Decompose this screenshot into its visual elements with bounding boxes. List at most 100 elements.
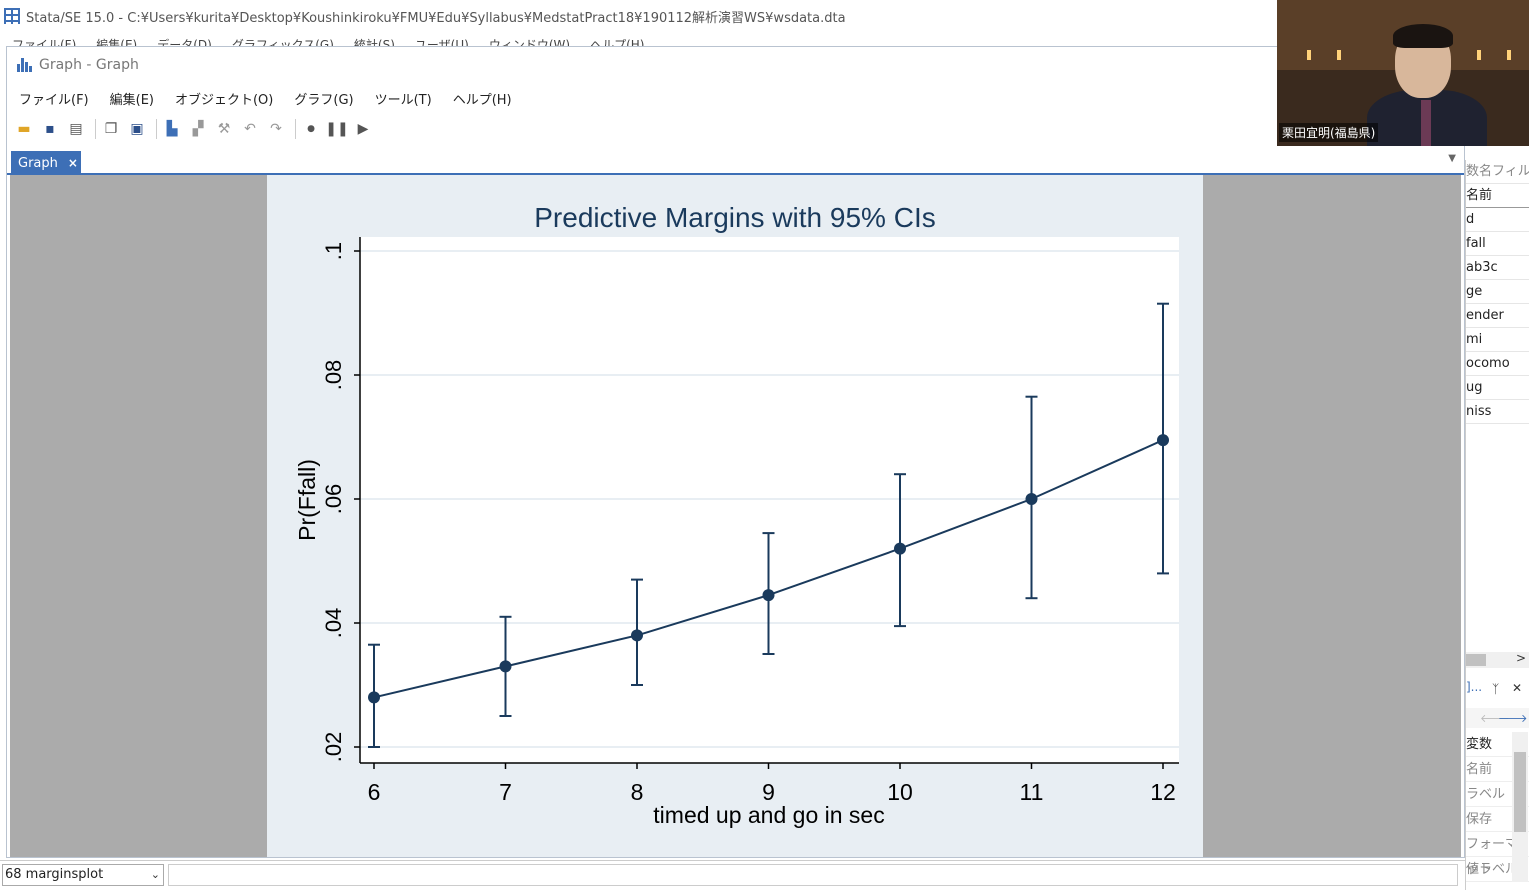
- graph-canvas: .02 .04 .06 .08 .1 6 7 8 9 10 11 12 Predictive Margi…: [10, 175, 1461, 857]
- data-point: [499, 660, 512, 673]
- properties-title: ]...: [1466, 680, 1483, 694]
- x-tick-label: 6: [368, 779, 381, 805]
- graph-menu-item[interactable]: グラフ(G): [294, 92, 354, 108]
- data-point: [1025, 493, 1038, 505]
- paste-icon[interactable]: ▣: [130, 121, 144, 137]
- main-menu-item[interactable]: ウィンドウ(W): [488, 38, 571, 46]
- graph-tabbar: Graph × ▼: [7, 147, 1464, 175]
- graph-menubar: ファイル(F) 編集(E) オブジェクト(O) グラフ(G) ツール(T) ヘルプ(H): [7, 83, 1464, 113]
- forward-arrow-icon[interactable]: 🡒: [1498, 712, 1528, 725]
- scrollbar-thumb[interactable]: [1466, 654, 1486, 666]
- property-row[interactable]: 名前: [1466, 757, 1529, 782]
- toolbar-separator: [295, 119, 296, 139]
- variable-row[interactable]: fall: [1466, 232, 1529, 256]
- print-icon[interactable]: ▤: [69, 121, 83, 137]
- tools-icon[interactable]: ⚒: [217, 121, 231, 137]
- variable-row[interactable]: mi: [1466, 328, 1529, 352]
- graph-menu-item[interactable]: 編集(E): [109, 92, 154, 108]
- variable-row[interactable]: ab3c: [1466, 256, 1529, 280]
- variable-filter-input[interactable]: 数名フィルタ: [1466, 160, 1529, 184]
- main-menu-item[interactable]: ユーザ(U): [414, 38, 469, 46]
- property-row[interactable]: ラベル: [1466, 782, 1529, 807]
- data-point: [368, 691, 380, 704]
- tab-dropdown-icon[interactable]: ▼: [1448, 153, 1456, 164]
- graph-menu-item[interactable]: ファイル(F): [19, 92, 89, 108]
- back-arrow-icon[interactable]: 🡐: [1480, 712, 1510, 725]
- webcam-name-label: 栗田宜明(福島県): [1279, 123, 1379, 142]
- x-tick-label: 9: [762, 779, 775, 805]
- main-window-title: Stata/SE 15.0 - C:¥Users¥kurita¥Desktop¥…: [26, 10, 846, 26]
- graph-window-title: Graph - Graph: [39, 57, 139, 73]
- main-menu-item[interactable]: ファイル(F): [12, 38, 77, 46]
- record-icon[interactable]: ●: [307, 124, 315, 134]
- x-tick-label: 7: [499, 779, 512, 805]
- variable-row[interactable]: ug: [1466, 376, 1529, 400]
- x-tick-label: 10: [887, 779, 913, 805]
- graph-menu-item[interactable]: オブジェクト(O): [174, 92, 274, 108]
- properties-rows: 名前 ラベル 保存 フォーマット 値ラベル: [1466, 757, 1529, 882]
- variable-row[interactable]: ender: [1466, 304, 1529, 328]
- data-point: [762, 589, 775, 602]
- graph-menu-item[interactable]: ツール(T): [374, 92, 432, 108]
- open-folder-icon[interactable]: ▬: [17, 121, 31, 137]
- ceiling-light: [1477, 50, 1481, 60]
- ceiling-light: [1307, 50, 1311, 60]
- command-bar: 68 marginsplot ⌄: [0, 860, 1465, 890]
- variable-row[interactable]: ocomo: [1466, 352, 1529, 376]
- main-window-titlebar[interactable]: Stata/SE 15.0 - C:¥Users¥kurita¥Desktop¥…: [0, 0, 1280, 32]
- undo-icon[interactable]: ↶: [244, 121, 256, 137]
- x-tick-label: 12: [1150, 779, 1176, 805]
- main-menu-item[interactable]: ヘルプ(H): [590, 38, 645, 46]
- margins-chart: .02 .04 .06 .08 .1 6 7 8 9 10 11 12 Predictive Margi…: [267, 175, 1203, 857]
- stata-app-icon: [4, 8, 20, 24]
- property-row[interactable]: フォーマット: [1466, 832, 1529, 877]
- pin-icon[interactable]: ᛉ: [1492, 682, 1500, 696]
- webcam-feed: 栗田宜明(福島県): [1277, 0, 1529, 146]
- graph-window-titlebar[interactable]: Graph - Graph: [7, 47, 1464, 83]
- chevron-down-icon[interactable]: ⌄: [150, 868, 160, 881]
- main-menu-item[interactable]: 統計(S): [353, 38, 395, 46]
- y-tick-label: .04: [321, 608, 346, 639]
- redo-icon[interactable]: ↷: [270, 121, 282, 137]
- tab-graph[interactable]: Graph ×: [11, 151, 81, 175]
- variables-list: d fall ab3c ge ender mi ocomo ug niss: [1466, 208, 1529, 424]
- command-input[interactable]: [168, 864, 1458, 886]
- chart-title: Predictive Margins with 95% CIs: [534, 202, 935, 233]
- main-menu-item[interactable]: 編集(E): [96, 38, 138, 46]
- command-history-value: 68 marginsplot: [5, 867, 104, 882]
- command-history-combo[interactable]: 68 marginsplot ⌄: [2, 864, 164, 886]
- save-icon[interactable]: ▪: [45, 121, 55, 137]
- property-row[interactable]: 保存: [1466, 807, 1529, 832]
- tab-close-icon[interactable]: ×: [67, 156, 78, 170]
- properties-section[interactable]: 変数: [1466, 732, 1529, 757]
- rename-icon[interactable]: ▞: [192, 121, 204, 137]
- properties-vscrollbar[interactable]: [1512, 732, 1528, 882]
- variables-panel: 数名フィルタ 名前 dfallab3cgeendermiocomougniss …: [1465, 160, 1529, 890]
- data-point: [631, 629, 643, 642]
- data-point: [1157, 434, 1169, 447]
- toolbar-separator: [156, 119, 157, 139]
- play-icon[interactable]: ▶: [357, 121, 369, 137]
- close-icon[interactable]: ✕: [1512, 681, 1523, 695]
- y-axis-label: Pr(Ffall): [294, 459, 320, 541]
- graph-menu-item[interactable]: ヘルプ(H): [452, 92, 512, 108]
- properties-list: 変数 名前 ラベル 保存 フォーマット 値ラベル: [1466, 732, 1529, 882]
- main-menu-item[interactable]: グラフィックス(G): [231, 38, 334, 46]
- variables-hscrollbar[interactable]: >: [1466, 651, 1529, 668]
- graph-window: Graph - Graph ファイル(F) 編集(E) オブジェクト(O) グラフ(G…: [6, 46, 1465, 858]
- x-tick-label: 8: [631, 779, 644, 805]
- variable-row[interactable]: ge: [1466, 280, 1529, 304]
- graph-editor-icon[interactable]: ▙: [166, 121, 178, 137]
- variable-row[interactable]: niss: [1466, 400, 1529, 424]
- variable-row[interactable]: d: [1466, 208, 1529, 232]
- graph-toolbar: ▬ ▪ ▤ ❐ ▣ ▙ ▞ ⚒ ↶ ↷ ● ❚❚ ▶: [7, 113, 1464, 145]
- data-point: [894, 542, 906, 555]
- copy-icon[interactable]: ❐: [104, 121, 118, 137]
- main-menu-item[interactable]: データ(D): [157, 38, 212, 46]
- variables-header[interactable]: 名前: [1466, 184, 1529, 208]
- scroll-right-icon[interactable]: >: [1515, 651, 1526, 665]
- pause-icon[interactable]: ❚❚: [325, 121, 349, 137]
- property-row[interactable]: 値ラベル: [1466, 857, 1529, 882]
- scrollbar-thumb[interactable]: [1514, 752, 1526, 832]
- graph-icon: [17, 58, 33, 72]
